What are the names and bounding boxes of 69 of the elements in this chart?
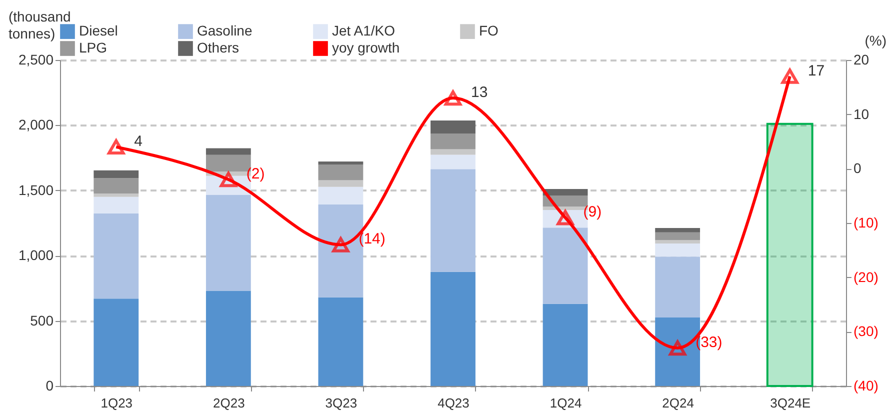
legend-label: yoy growth: [332, 40, 400, 56]
bar: [655, 243, 700, 257]
bar: [430, 134, 476, 150]
bar: [430, 149, 476, 155]
bar: [430, 154, 476, 170]
bar: [766, 122, 814, 387]
point: [444, 90, 462, 106]
bar: [206, 290, 251, 386]
bar: [318, 186, 364, 204]
legend-label: Others: [197, 40, 240, 56]
bar: [206, 148, 251, 155]
y2-tick-label: 0: [854, 160, 862, 176]
legend-label: Gasoline: [197, 22, 252, 39]
bar: [318, 297, 364, 386]
x-tick-label: 4Q23: [438, 396, 470, 410]
bar: [94, 196, 139, 214]
bar: [94, 178, 139, 194]
legend-label: FO: [479, 22, 499, 39]
bar: [94, 170, 139, 178]
y2-tick-label: 10: [854, 106, 870, 122]
bar: [542, 195, 588, 207]
y2-axis-title: (%): [864, 32, 886, 48]
bar: [542, 228, 588, 304]
bar: [318, 180, 364, 187]
data-label: 17: [808, 62, 825, 80]
y-tick-label: 0: [46, 378, 54, 394]
legend-label: Jet A1/KO: [332, 22, 396, 39]
bar: [655, 240, 700, 244]
bar: [655, 228, 700, 232]
data-label: 4: [134, 132, 142, 150]
x-tick-label: 2Q23: [213, 396, 245, 410]
data-label: 13: [471, 84, 488, 102]
x-tick-label: 2Q24: [662, 396, 694, 410]
y-tick-label: 2,500: [18, 52, 54, 68]
y-tick-label: 500: [30, 312, 54, 328]
point: [781, 68, 798, 84]
y-axis-title: (thousand tonnes): [8, 8, 71, 42]
x-tick-label: 1Q23: [100, 396, 133, 410]
bar: [542, 188, 588, 196]
bar: [430, 169, 476, 272]
x-tick-label: 1Q24: [550, 396, 582, 410]
bar: [430, 120, 476, 134]
bar: [94, 213, 139, 299]
x-tick-label: 3Q23: [325, 396, 358, 410]
y2-tick-label: (10): [854, 214, 878, 230]
y2-tick-label: (30): [854, 323, 878, 340]
bar: [94, 298, 139, 386]
legend-label: Diesel: [79, 22, 118, 39]
point: [108, 139, 125, 155]
y2-tick-label: 20: [854, 52, 870, 68]
y-tick-label: 1,500: [18, 182, 54, 198]
bar: [318, 164, 364, 180]
y-tick-label: 1,000: [18, 247, 54, 264]
data-label: (2): [246, 166, 265, 183]
y2-tick-label: (20): [854, 268, 878, 285]
bar: [206, 194, 251, 291]
y2-tick-label: (40): [854, 378, 878, 394]
legend-label: LPG: [79, 40, 108, 56]
bar: [318, 161, 364, 165]
bar: [655, 232, 700, 240]
x-tick-label: 3Q24E: [770, 396, 811, 410]
data-label: (9): [583, 204, 602, 221]
bar: [430, 272, 476, 386]
bar: [94, 194, 139, 197]
point: [332, 237, 350, 252]
bar: [542, 304, 588, 386]
y-tick-label: 2,000: [18, 116, 54, 133]
data-label: (14): [358, 230, 386, 248]
bar: [655, 256, 700, 318]
